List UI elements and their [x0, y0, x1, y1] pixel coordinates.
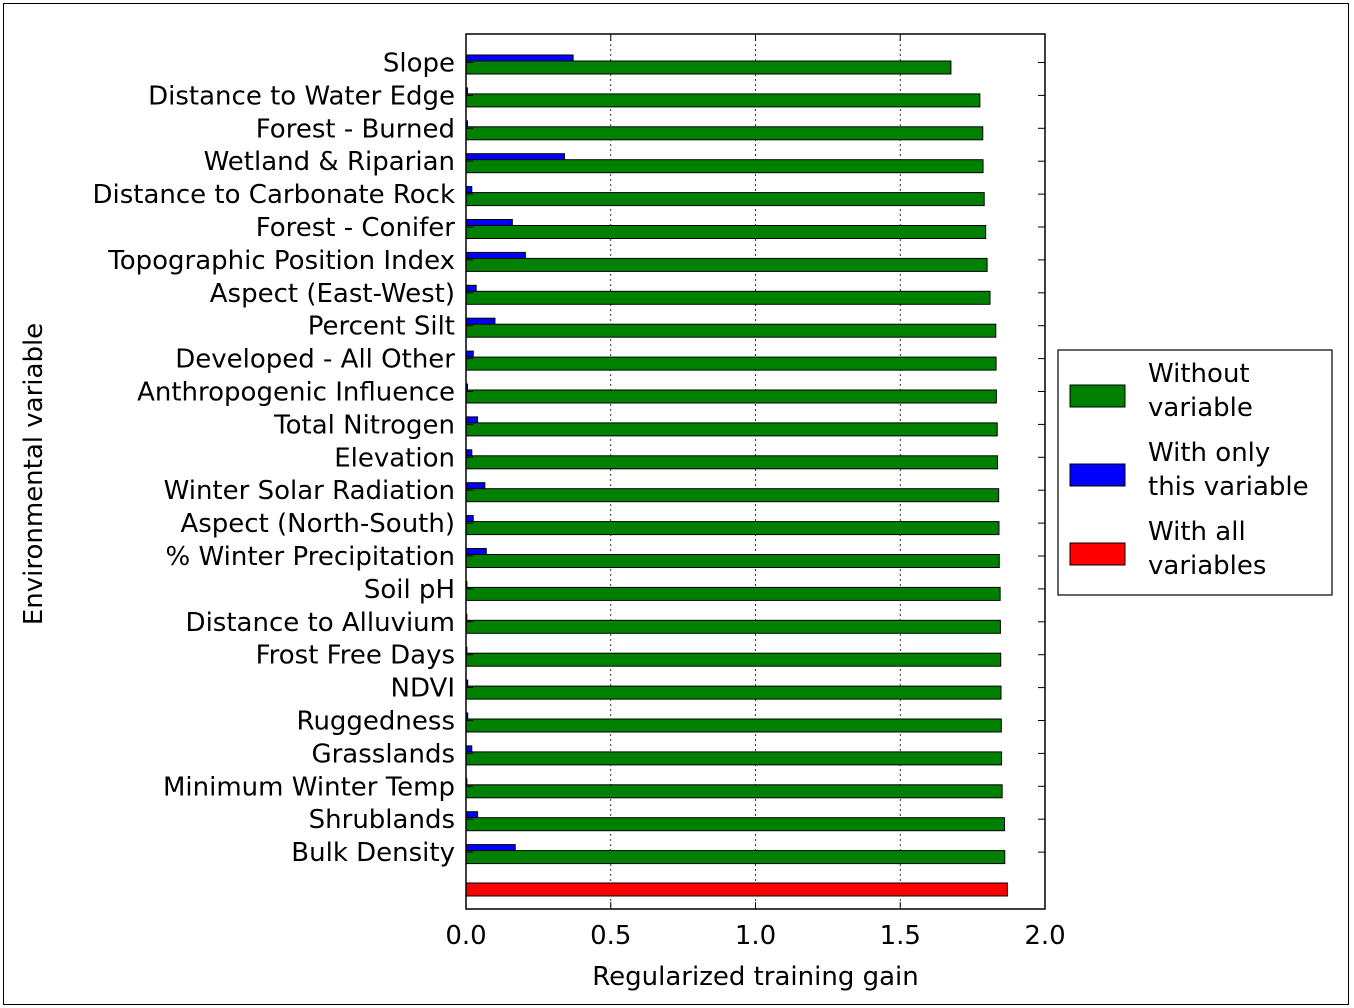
y-tick-label: Aspect (North-South): [180, 509, 455, 539]
bar-without-variable: [465, 159, 984, 174]
y-tick-label: Shrublands: [309, 805, 455, 835]
legend-label: With all: [1148, 517, 1246, 547]
legend-label: With only: [1148, 438, 1270, 468]
bar-without-variable: [465, 817, 1005, 832]
legend-swatch: [1069, 463, 1126, 487]
bar-without-variable: [465, 751, 1003, 766]
bar-without-variable: [465, 290, 991, 305]
bar-without-variable: [465, 554, 1000, 568]
y-tick-label: Developed - All Other: [175, 345, 455, 375]
bar-without-variable: [465, 257, 988, 272]
bar-without-variable: [465, 784, 1003, 799]
bar-without-variable: [465, 850, 1006, 865]
y-tick-label: Topographic Position Index: [107, 246, 455, 276]
plot-area: [465, 33, 1046, 910]
bar-without-variable: [465, 718, 1002, 733]
y-tick-label: Ruggedness: [297, 707, 455, 737]
bar-without-variable: [465, 619, 1001, 634]
x-axis-label: Regularized training gain: [592, 962, 919, 992]
legend: Without variable With only this variable Wit…: [1057, 349, 1333, 596]
x-tick-label: 1.0: [735, 921, 776, 951]
bar-without-variable: [465, 323, 997, 338]
bar-without-variable: [465, 422, 998, 437]
bar-without-variable: [465, 652, 1002, 667]
x-tick-label: 0.5: [590, 921, 631, 951]
y-tick-label: Distance to Water Edge: [148, 81, 455, 111]
y-axis-label: Environmental variable: [19, 323, 49, 625]
bar-without-variable: [465, 685, 1002, 700]
y-tick-label: Grasslands: [311, 739, 455, 769]
y-tick-label: Forest - Burned: [256, 114, 455, 144]
y-tick-label: Winter Solar Radiation: [164, 476, 455, 506]
x-tick-label: 0.0: [445, 921, 486, 951]
y-tick-label: Elevation: [334, 443, 455, 473]
bar-without-variable: [465, 225, 987, 239]
bar-without-variable: [465, 192, 985, 207]
legend-label: Without: [1148, 359, 1250, 389]
bar-without-variable: [465, 488, 1000, 503]
bar-with-all-variables: [465, 882, 1008, 897]
x-tick-labels: 0.0 0.5 1.0 1.5 2.0: [445, 34, 1066, 951]
y-tick-label: Total Nitrogen: [273, 410, 455, 440]
y-tick-label: Distance to Carbonate Rock: [92, 180, 455, 210]
bar-without-variable: [465, 60, 952, 75]
legend-swatch: [1069, 542, 1126, 566]
legend-label: variable: [1148, 393, 1253, 423]
y-tick-label: Slope: [383, 49, 455, 79]
bar-without-variable: [465, 126, 984, 141]
y-tick-label: Bulk Density: [291, 838, 455, 868]
y-tick-label: Anthropogenic Influence: [137, 378, 455, 408]
y-tick-label: Distance to Alluvium: [186, 608, 455, 638]
legend-swatch: [1069, 384, 1126, 408]
y-tick-label: Percent Silt: [308, 312, 455, 342]
x-tick-label: 2.0: [1024, 921, 1065, 951]
y-tick-label: Frost Free Days: [256, 641, 455, 671]
legend-label: variables: [1148, 551, 1266, 581]
y-tick-label: % Winter Precipitation: [166, 542, 455, 572]
bars-group: [465, 54, 1008, 897]
bar-without-variable: [465, 586, 1001, 601]
bar-without-variable: [465, 389, 997, 404]
y-tick-label: NDVI: [391, 674, 455, 704]
legend-label: this variable: [1148, 472, 1309, 502]
y-tick-label: Soil pH: [364, 575, 455, 605]
y-tick-label: Aspect (East-West): [210, 279, 455, 309]
bar-without-variable: [465, 455, 999, 470]
y-tick-label: Forest - Conifer: [256, 213, 456, 243]
bar-without-variable: [465, 356, 997, 371]
bar-without-variable: [465, 521, 1000, 536]
bar-without-variable: [465, 93, 981, 108]
x-tick-label: 1.5: [880, 921, 921, 951]
y-tick-label: Wetland & Riparian: [204, 147, 455, 177]
y-tick-label: Minimum Winter Temp: [163, 772, 455, 802]
